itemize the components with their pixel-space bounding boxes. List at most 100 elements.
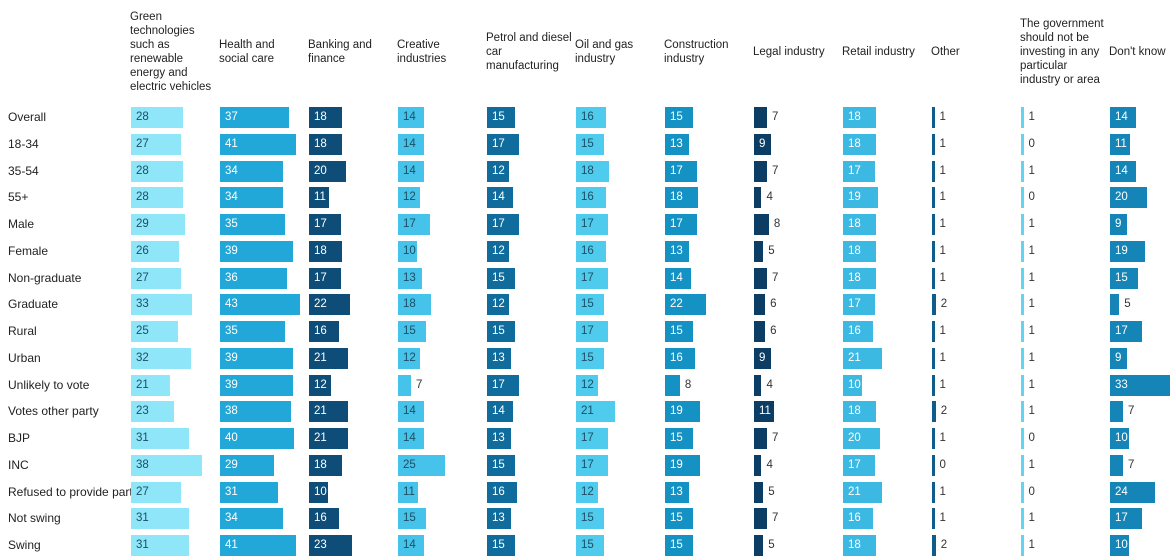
value-label: 16 — [581, 111, 594, 123]
value-label: 34 — [225, 191, 238, 204]
value-label: 2 — [940, 298, 948, 311]
value-label: 15 — [670, 325, 683, 337]
value-label: 6 — [770, 325, 777, 337]
bar — [131, 347, 191, 369]
row-label: Urban — [8, 350, 41, 365]
bar — [843, 294, 875, 316]
value-label: 7 — [772, 432, 779, 444]
value-label: 1 — [939, 111, 946, 123]
column-header: Banking and finance — [308, 4, 394, 100]
bar — [1021, 321, 1024, 342]
bar — [1110, 294, 1120, 316]
value-label: 9 — [1115, 218, 1122, 230]
value-label: 11 — [1115, 137, 1127, 150]
bar — [932, 347, 935, 369]
value-label: 1 — [939, 244, 946, 257]
bar — [754, 160, 768, 182]
row-label: Unlikely to vote — [8, 377, 90, 392]
value-label: 31 — [136, 432, 149, 444]
bar — [220, 321, 286, 342]
bar — [576, 508, 604, 530]
value-label: 1 — [939, 164, 946, 177]
value-label: 18 — [848, 405, 861, 418]
bar — [131, 294, 193, 316]
value-label: 1 — [1028, 111, 1035, 123]
bar — [309, 160, 347, 182]
value-label: 11 — [314, 191, 326, 204]
bar — [754, 107, 768, 128]
value-label: 1 — [1028, 164, 1035, 177]
value-label: 21 — [136, 378, 149, 391]
bar — [754, 240, 764, 262]
bar — [665, 133, 690, 155]
value-label: 18 — [848, 111, 861, 123]
bar — [309, 535, 352, 556]
bar — [131, 133, 182, 155]
bar — [1021, 481, 1024, 503]
value-label: 13 — [670, 485, 683, 498]
row-label: Non-graduate — [8, 270, 82, 285]
bar — [576, 214, 608, 235]
bar — [131, 187, 184, 209]
value-label: 25 — [403, 458, 416, 471]
value-label: 20 — [848, 432, 861, 444]
row-label: 18-34 — [8, 136, 39, 151]
bar — [932, 374, 935, 396]
bar — [131, 401, 174, 423]
bar — [843, 481, 883, 503]
value-label: 16 — [314, 325, 327, 337]
bar — [487, 454, 515, 476]
value-label: 27 — [136, 271, 149, 284]
value-label: 1 — [939, 218, 946, 230]
value-label: 7 — [772, 164, 779, 177]
bar — [398, 401, 425, 423]
bar — [131, 454, 202, 476]
bar — [576, 428, 608, 449]
value-label: 31 — [136, 539, 149, 551]
value-label: 9 — [1115, 351, 1122, 364]
bar — [398, 294, 432, 316]
bar — [576, 267, 608, 289]
bar — [665, 267, 692, 289]
bar — [932, 107, 935, 128]
value-label: 22 — [670, 298, 683, 311]
bar — [932, 428, 935, 449]
value-label: 5 — [1124, 298, 1131, 311]
value-label: 17 — [314, 218, 327, 230]
value-label: 23 — [136, 405, 149, 418]
value-label: 1 — [1028, 378, 1035, 391]
value-label: 1 — [939, 137, 946, 150]
value-label: 1 — [939, 191, 946, 204]
value-label: 18 — [581, 164, 594, 177]
value-label: 33 — [1115, 378, 1128, 391]
bar — [932, 214, 935, 235]
bar — [398, 133, 425, 155]
value-label: 35 — [225, 218, 238, 230]
bar — [932, 535, 936, 556]
value-label: 17 — [848, 298, 861, 311]
value-label: 21 — [848, 351, 861, 364]
value-label: 12 — [492, 244, 505, 257]
bar — [309, 401, 349, 423]
value-label: 0 — [1028, 485, 1035, 498]
value-label: 1 — [939, 485, 946, 498]
value-label: 0 — [1028, 432, 1035, 444]
value-label: 35 — [225, 325, 238, 337]
bar — [932, 321, 935, 342]
value-label: 15 — [670, 111, 683, 123]
bar — [843, 214, 877, 235]
value-label: 1 — [1028, 325, 1035, 337]
bar — [309, 481, 328, 503]
column-header: The government should not be investing i… — [1020, 4, 1106, 100]
bar — [309, 187, 330, 209]
value-label: 4 — [766, 378, 773, 391]
bar — [398, 374, 412, 396]
value-label: 13 — [670, 137, 683, 150]
value-label: 41 — [225, 137, 238, 150]
value-label: 15 — [581, 539, 594, 551]
bar — [1110, 214, 1127, 235]
bar — [576, 481, 599, 503]
bar — [665, 187, 699, 209]
column-header: Health and social care — [219, 4, 305, 100]
value-label: 1 — [939, 378, 946, 391]
